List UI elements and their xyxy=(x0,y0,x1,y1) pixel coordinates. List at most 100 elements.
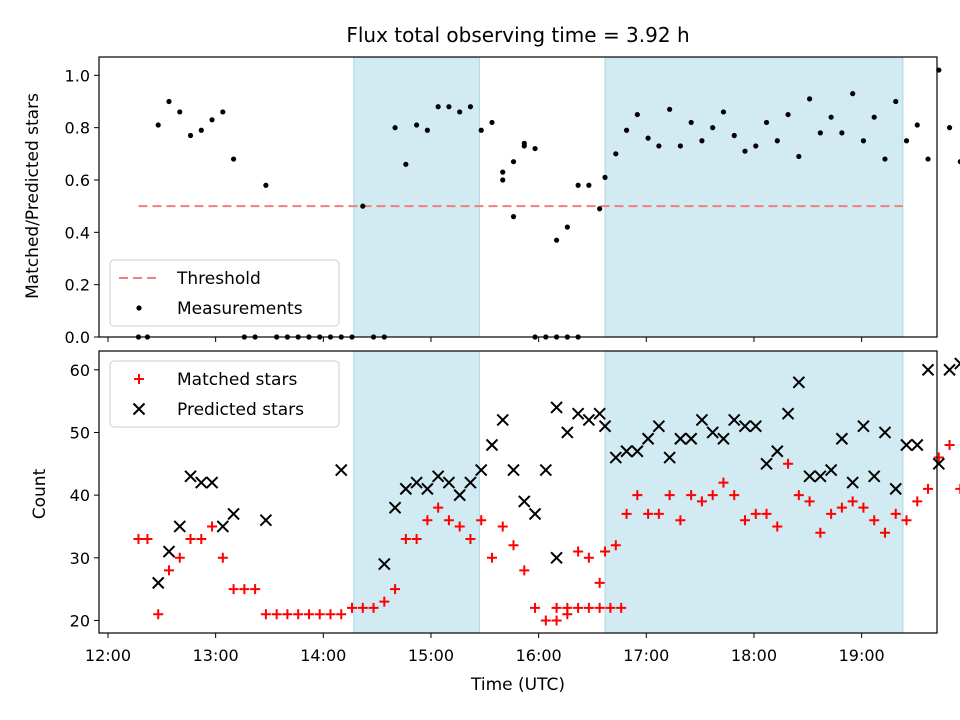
measurement-point xyxy=(489,119,495,126)
y-tick-label: 30 xyxy=(70,549,90,568)
measurement-point xyxy=(392,125,398,131)
measurement-point xyxy=(360,203,366,209)
matched-star-point xyxy=(271,609,282,620)
predicted-star-point xyxy=(162,545,176,558)
predicted-star-point xyxy=(598,419,612,433)
measurement-point xyxy=(510,159,517,165)
matched-star-point xyxy=(621,508,632,519)
predicted-star-point xyxy=(442,476,456,489)
predicted-star-point xyxy=(663,451,676,464)
predicted-star-point xyxy=(609,451,623,464)
y-tick-label: 0.8 xyxy=(65,119,90,138)
predicted-star-point xyxy=(195,476,208,489)
measurement-point xyxy=(521,140,527,146)
matched-star-point xyxy=(260,609,271,620)
y-tick-label: 50 xyxy=(70,423,90,442)
y-tick-label: 60 xyxy=(70,361,90,380)
measurement-point xyxy=(667,106,673,112)
predicted-star-point xyxy=(571,407,585,420)
predicted-star-point xyxy=(184,470,197,483)
predicted-star-point xyxy=(824,463,838,477)
measurement-point xyxy=(177,109,183,115)
predicted-star-point xyxy=(550,401,563,414)
predicted-star-point xyxy=(421,482,434,496)
matched-star-point xyxy=(718,477,729,488)
measurement-point xyxy=(435,104,441,110)
matched-star-point xyxy=(783,458,794,469)
measurement-point xyxy=(532,145,538,152)
measurement-point xyxy=(478,127,484,133)
measurement-point xyxy=(903,138,910,144)
measurement-point xyxy=(597,206,603,212)
chart-title: Flux total observing time = 3.92 h xyxy=(346,23,689,47)
matched-star-point xyxy=(739,515,750,526)
x-tick-label: 13:00 xyxy=(193,646,239,665)
shaded-span xyxy=(353,350,480,634)
matched-star-point xyxy=(196,534,207,544)
matched-star-point xyxy=(239,584,250,595)
legend-box xyxy=(109,360,340,428)
matched-star-point xyxy=(653,508,664,519)
matched-star-point xyxy=(368,602,379,613)
measurement-point xyxy=(850,91,856,97)
predicted-star-point xyxy=(388,501,402,514)
measurement-point xyxy=(925,156,931,162)
predicted-star-point xyxy=(173,520,186,533)
top-ylabel: Matched/Predicted stars xyxy=(23,93,43,299)
predicted-star-point xyxy=(378,557,391,571)
predicted-star-point xyxy=(706,426,719,439)
matched-star-point xyxy=(422,515,433,526)
predicted-star-point xyxy=(717,432,730,445)
predicted-star-point xyxy=(728,413,741,427)
measurement-point xyxy=(564,224,570,230)
measurement-point xyxy=(946,125,953,131)
predicted-star-point xyxy=(771,445,784,458)
matched-star-point xyxy=(836,502,847,513)
measurement-point xyxy=(187,132,194,139)
matched-star-point xyxy=(497,521,508,532)
predicted-star-point xyxy=(335,463,348,477)
measurement-point xyxy=(817,130,823,136)
matched-star-point xyxy=(433,502,444,513)
x-tick-label: 17:00 xyxy=(623,646,669,665)
matched-star-point xyxy=(293,609,304,620)
predicted-star-point xyxy=(620,445,633,458)
matched-star-point xyxy=(610,540,621,551)
predicted-star-point xyxy=(453,488,466,502)
x-tick-label: 16:00 xyxy=(516,646,562,665)
legend-measurement-swatch xyxy=(136,305,142,311)
predicted-star-point xyxy=(593,407,606,420)
y-tick-label: 1.0 xyxy=(65,66,90,85)
legend-label: Predicted stars xyxy=(177,400,304,420)
x-tick-label: 15:00 xyxy=(408,646,454,665)
matched-star-point xyxy=(454,521,465,532)
predicted-star-point xyxy=(814,470,827,483)
matched-star-point xyxy=(303,609,314,620)
matched-star-point xyxy=(185,534,196,544)
predicted-star-point xyxy=(846,476,859,489)
matched-star-point xyxy=(443,515,454,526)
matched-star-point xyxy=(804,496,815,507)
legend-label: Measurements xyxy=(177,299,303,319)
legend-label: Threshold xyxy=(176,269,261,289)
shaded-span xyxy=(604,56,904,338)
predicted-star-point xyxy=(652,419,666,433)
predicted-star-point xyxy=(749,419,762,433)
matched-star-point xyxy=(336,609,347,620)
matched-star-point xyxy=(282,609,293,620)
y-tick-label: 0.6 xyxy=(65,171,90,190)
matched-star-point xyxy=(465,534,476,544)
matched-star-point xyxy=(761,508,772,519)
measurement-point xyxy=(656,143,662,149)
legend-box xyxy=(109,259,340,327)
bottom-ylabel: Count xyxy=(30,468,50,519)
predicted-star-point xyxy=(507,463,520,477)
measurement-point xyxy=(839,130,845,136)
predicted-star-point xyxy=(216,520,230,533)
axes-frame xyxy=(98,56,938,338)
measurement-point xyxy=(806,96,813,102)
x-tick-label: 14:00 xyxy=(300,646,346,665)
matched-star-point xyxy=(508,540,519,551)
predicted-star-point xyxy=(954,357,960,370)
measurement-point xyxy=(774,138,780,144)
